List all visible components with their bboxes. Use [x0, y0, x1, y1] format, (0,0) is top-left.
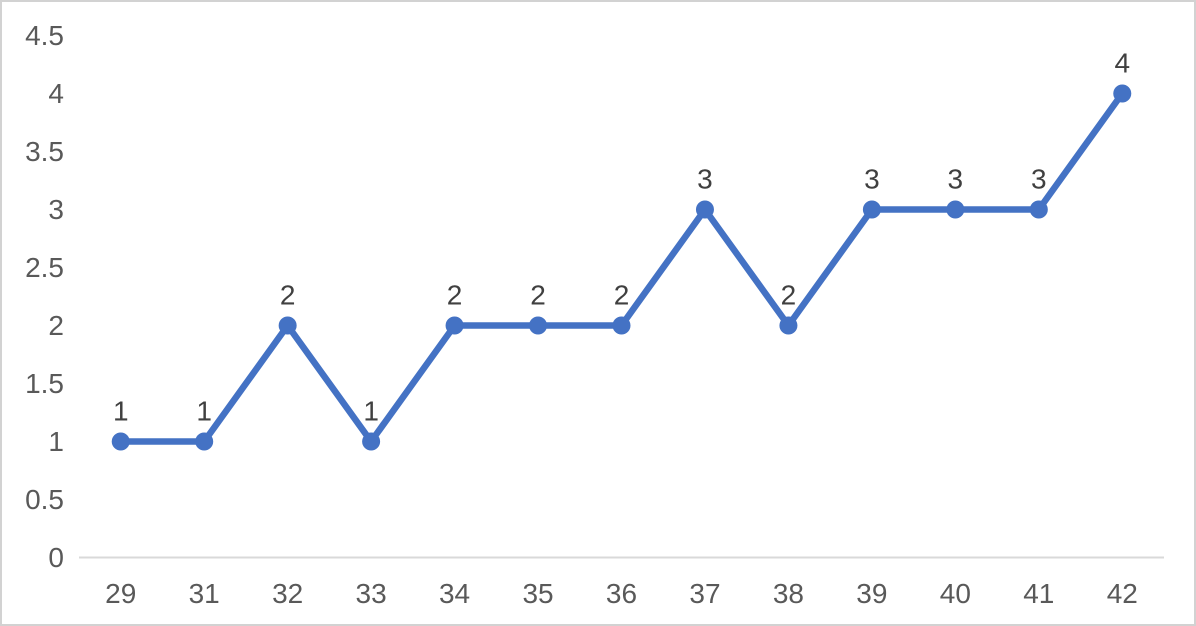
x-tick-label: 34	[439, 578, 470, 609]
y-tick-label: 2.5	[25, 252, 64, 283]
data-point-marker	[862, 200, 881, 219]
data-point-marker	[111, 432, 130, 451]
data-label: 4	[1114, 48, 1130, 79]
x-tick-label: 29	[105, 578, 136, 609]
x-tick-label: 36	[606, 578, 637, 609]
data-point-marker	[529, 316, 548, 335]
y-tick-label: 3	[48, 194, 64, 225]
x-tick-label: 39	[856, 578, 887, 609]
data-label: 2	[781, 280, 797, 311]
x-tick-label: 38	[773, 578, 804, 609]
data-point-marker	[612, 316, 631, 335]
data-point-marker	[946, 200, 965, 219]
x-tick-label: 42	[1107, 578, 1138, 609]
data-point-marker	[1113, 84, 1132, 103]
data-label: 2	[280, 280, 296, 311]
x-tick-label: 37	[689, 578, 720, 609]
data-label: 2	[447, 280, 463, 311]
data-label: 1	[113, 396, 129, 427]
y-tick-label: 0.5	[25, 484, 64, 515]
y-tick-label: 2	[48, 310, 64, 341]
data-label: 2	[530, 280, 546, 311]
data-label: 1	[196, 396, 212, 427]
y-tick-label: 4	[48, 78, 64, 109]
data-label: 3	[1031, 164, 1047, 195]
series-line	[117, 90, 1126, 445]
x-tick-label: 33	[356, 578, 387, 609]
x-tick-label: 35	[522, 578, 553, 609]
y-tick-label: 1	[48, 426, 64, 457]
y-tick-label: 4.5	[25, 20, 64, 51]
data-label: 3	[864, 164, 880, 195]
data-label: 2	[614, 280, 630, 311]
y-tick-label: 3.5	[25, 136, 64, 167]
data-label: 3	[697, 164, 713, 195]
y-tick-label: 0	[48, 542, 64, 573]
y-tick-label: 1.5	[25, 368, 64, 399]
x-tick-label: 32	[272, 578, 303, 609]
data-point-marker	[445, 316, 464, 335]
data-label: 1	[363, 396, 379, 427]
data-point-marker	[779, 316, 798, 335]
x-tick-label: 31	[189, 578, 220, 609]
data-point-marker	[362, 432, 381, 451]
x-tick-label: 40	[940, 578, 971, 609]
data-point-marker	[695, 200, 714, 219]
data-point-marker	[278, 316, 297, 335]
x-tick-label: 41	[1023, 578, 1054, 609]
data-point-marker	[195, 432, 214, 451]
data-point-marker	[1029, 200, 1048, 219]
data-label: 3	[948, 164, 964, 195]
